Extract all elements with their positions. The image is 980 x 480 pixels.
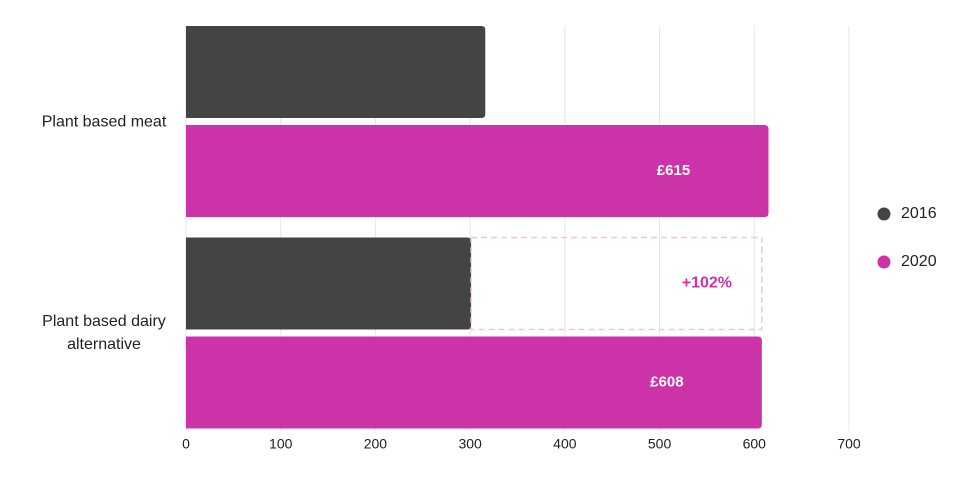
legend-label: 2020 bbox=[901, 253, 937, 270]
x-tick-label: 700 bbox=[837, 436, 861, 452]
bar bbox=[186, 336, 762, 429]
category-label: Plant based dairy alternative bbox=[42, 313, 166, 353]
annotation: +102% bbox=[682, 275, 732, 292]
legend-label: 2016 bbox=[901, 205, 937, 222]
x-tick-label: 500 bbox=[648, 436, 672, 452]
bar bbox=[186, 237, 472, 330]
change-box bbox=[470, 236, 763, 331]
x-tick-label: 600 bbox=[743, 436, 767, 452]
value-label: £615 bbox=[657, 162, 690, 179]
x-tick-label: 0 bbox=[182, 436, 190, 452]
x-tick-label: 300 bbox=[458, 436, 482, 452]
x-tick-label: 400 bbox=[553, 436, 577, 452]
bar bbox=[186, 125, 769, 217]
category-label: Plant based meat bbox=[41, 113, 167, 130]
value-label: £608 bbox=[650, 373, 683, 390]
bar bbox=[186, 26, 486, 118]
x-tick-label: 200 bbox=[364, 436, 388, 452]
x-tick-label: 100 bbox=[269, 436, 293, 452]
legend-marker bbox=[877, 207, 891, 221]
legend-marker bbox=[877, 255, 891, 269]
